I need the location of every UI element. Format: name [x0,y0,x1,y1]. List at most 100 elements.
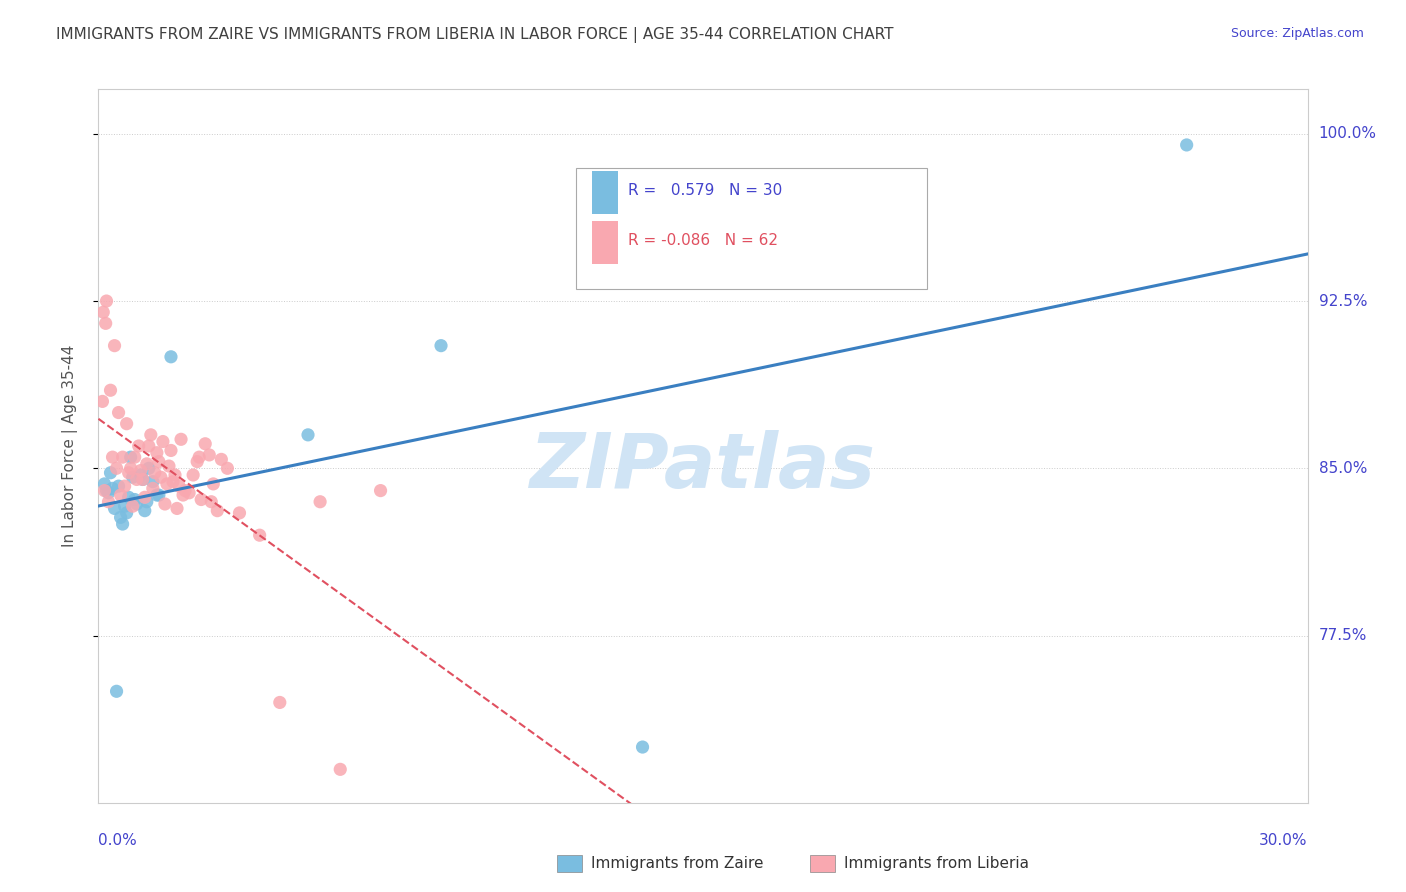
Point [111,516,134,531]
Point [172,488,194,502]
Bar [592,221,619,264]
Point [132,472,155,486]
Bar [592,171,619,214]
Point [114,500,136,514]
Point [174,483,197,498]
Point [125,497,148,511]
Point [430,338,453,352]
Text: 92.5%: 92.5% [1319,293,1367,309]
Point [135,494,157,508]
Point [91,305,114,319]
Point [105,684,128,698]
Point [134,490,156,504]
Text: Immigrants from Zaire: Immigrants from Zaire [591,856,763,871]
Text: Source: ZipAtlas.com: Source: ZipAtlas.com [1230,27,1364,40]
Point [162,475,184,489]
Y-axis label: In Labor Force | Age 35-44: In Labor Force | Age 35-44 [62,345,77,547]
Point [121,500,143,514]
Point [217,461,239,475]
Point [194,436,217,450]
Text: 77.5%: 77.5% [1319,628,1367,643]
Point [103,338,125,352]
Point [139,427,162,442]
Text: 30.0%: 30.0% [1260,833,1308,848]
Point [128,439,150,453]
Point [209,452,232,467]
FancyBboxPatch shape [576,168,927,289]
Text: 100.0%: 100.0% [1319,127,1376,141]
Point [181,467,204,482]
Point [103,501,125,516]
Point [149,470,172,484]
Point [156,476,179,491]
Point [120,450,142,464]
Point [202,476,225,491]
Point [96,483,118,498]
Point [138,439,160,453]
Point [100,466,122,480]
Point [138,461,160,475]
Point [146,488,169,502]
Point [170,432,193,446]
Text: 85.0%: 85.0% [1319,461,1367,475]
Point [160,350,183,364]
Point [120,461,142,475]
Point [370,483,392,498]
Point [249,528,271,542]
Point [125,472,148,486]
Point [186,454,208,468]
Point [207,503,229,517]
Point [200,494,222,508]
Point [94,316,117,330]
Point [142,482,165,496]
Point [121,470,143,484]
Point [143,466,166,480]
Text: 0.0%: 0.0% [98,833,138,848]
Point [188,450,211,464]
Text: Immigrants from Liberia: Immigrants from Liberia [844,856,1029,871]
Point [142,475,165,489]
Point [148,454,170,468]
Point [101,482,124,496]
Point [631,739,654,754]
Point [114,479,136,493]
Point [134,503,156,517]
Point [190,492,212,507]
Point [97,485,120,500]
Point [167,479,190,493]
Point [135,457,157,471]
Point [124,450,146,464]
Point [152,434,174,449]
Point [329,762,352,776]
Point [91,394,114,409]
Point [105,461,128,475]
Point [110,510,132,524]
Point [163,467,186,482]
Point [96,293,118,308]
Point [110,488,132,502]
Text: R = -0.086   N = 62: R = -0.086 N = 62 [628,233,778,248]
Point [107,479,129,493]
Point [153,497,176,511]
Point [309,494,332,508]
Point [129,467,152,482]
Point [101,450,124,464]
Point [93,483,115,498]
Text: ZIPatlas: ZIPatlas [530,431,876,504]
Point [160,443,183,458]
Point [115,506,138,520]
Point [100,384,122,398]
Point [115,417,138,431]
Point [269,695,291,709]
Point [118,466,141,480]
Text: R =   0.579   N = 30: R = 0.579 N = 30 [628,183,782,198]
Point [166,501,188,516]
Point [129,463,152,477]
Point [157,458,180,473]
Point [228,506,250,520]
Point [148,488,170,502]
Point [132,472,155,486]
Point [97,494,120,508]
Point [146,445,169,459]
Point [179,485,201,500]
